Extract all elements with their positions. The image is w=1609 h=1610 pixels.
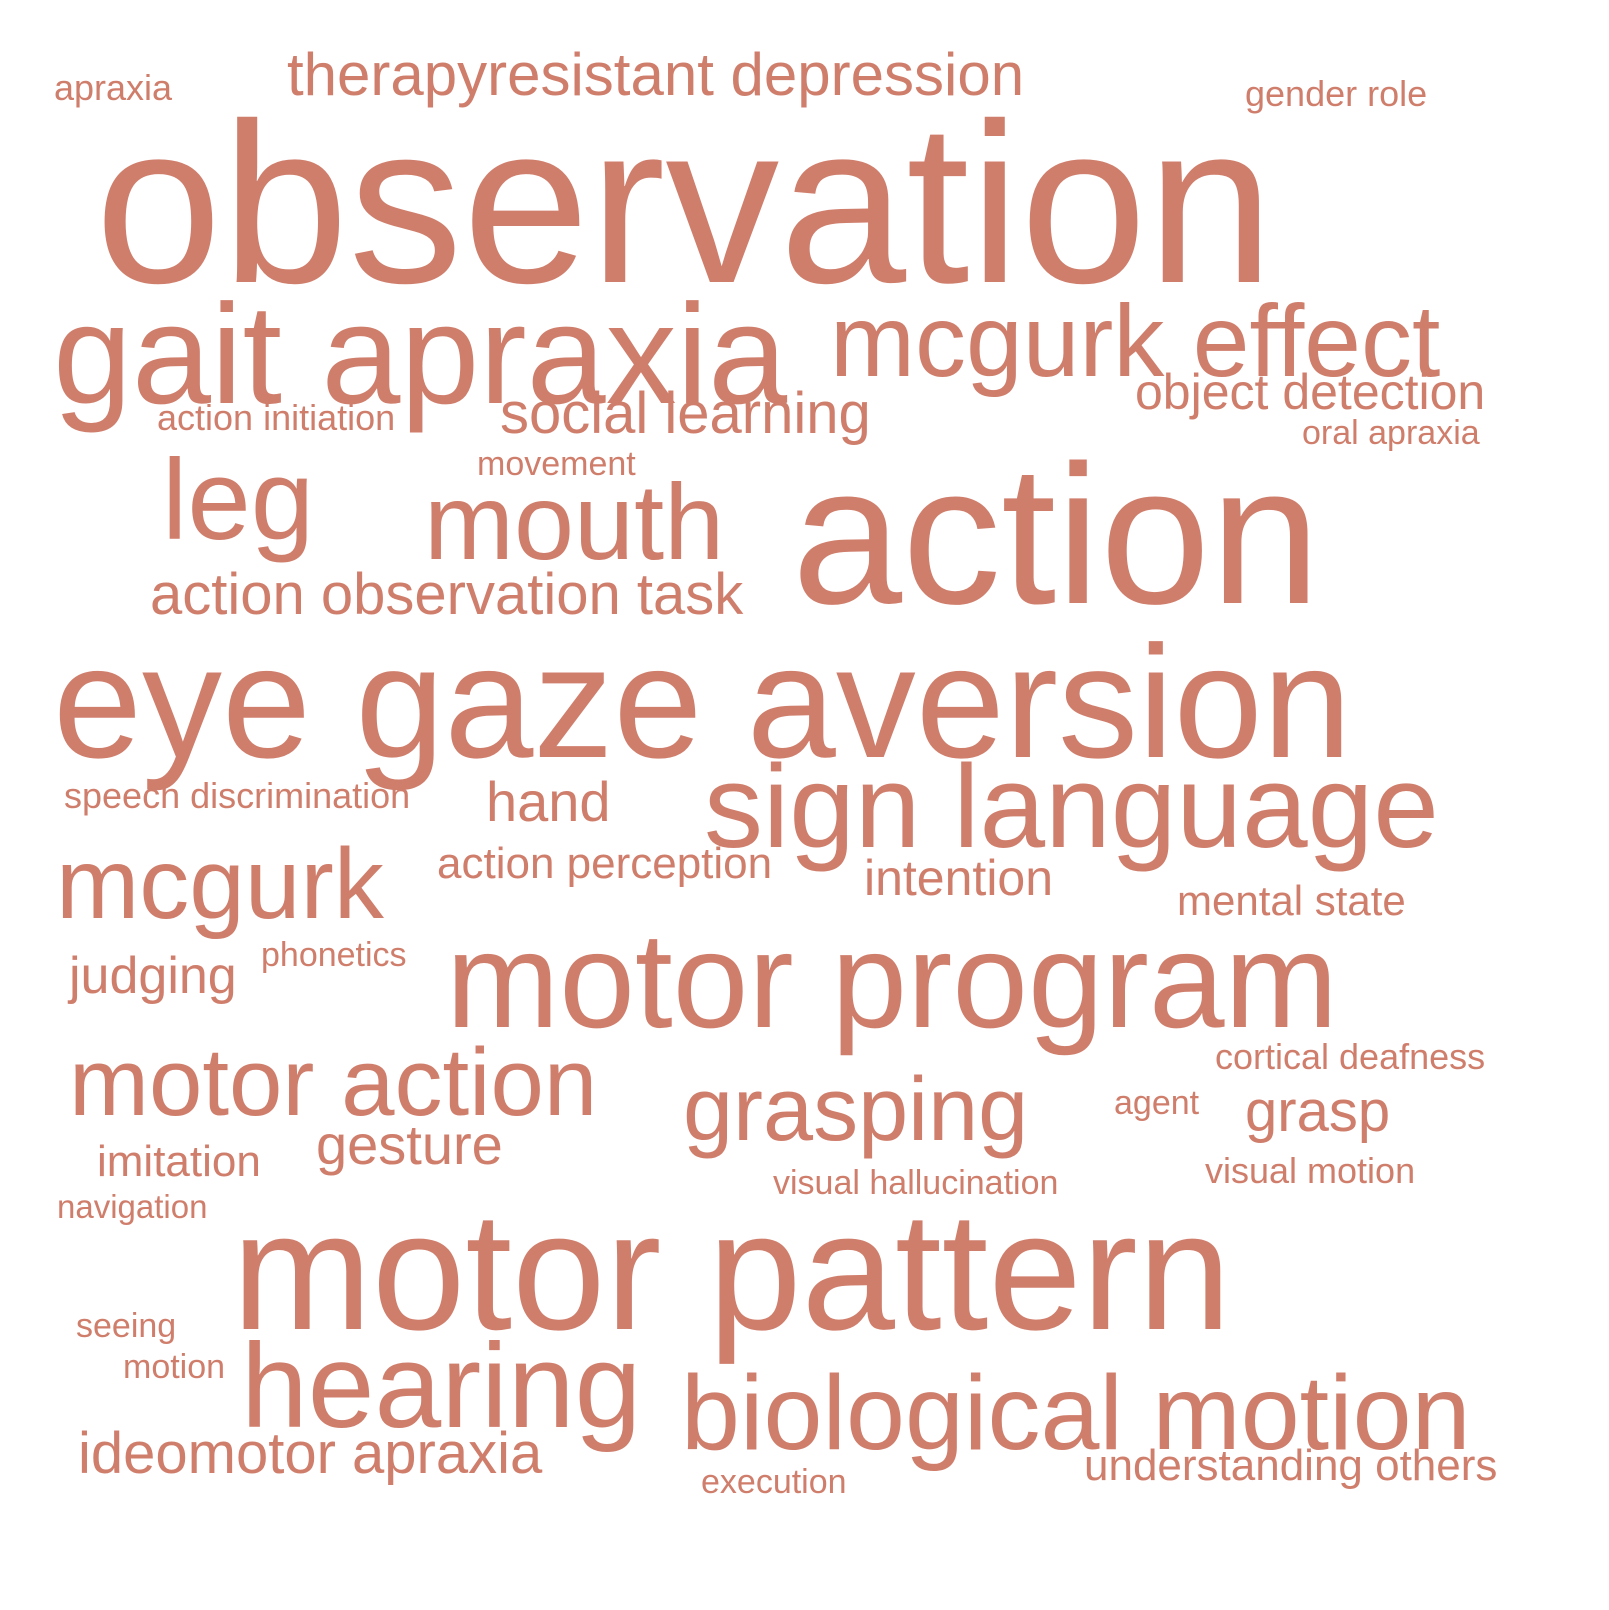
word-object-detection: object detection: [1135, 364, 1486, 420]
word-seeing: seeing: [76, 1307, 177, 1345]
word-motor-program: motor program: [446, 904, 1338, 1056]
word-mcgurk-effect: mcgurk effect: [830, 284, 1441, 398]
word-biological-motion: biological motion: [681, 1354, 1471, 1472]
word-social-learning: social learning: [500, 381, 871, 446]
word-sign-language: sign language: [704, 741, 1439, 873]
word-gesture: gesture: [316, 1113, 503, 1176]
word-leg: leg: [162, 437, 315, 564]
word-phonetics: phonetics: [261, 936, 407, 974]
word-mental-state: mental state: [1177, 877, 1406, 924]
word-motion: motion: [123, 1348, 226, 1386]
word-therapyresistant-depression: therapyresistant depression: [287, 41, 1025, 108]
word-gender-role: gender role: [1245, 73, 1428, 114]
word-eye-gaze-aversion: eye gaze aversion: [53, 612, 1352, 791]
word-understanding-others: understanding others: [1084, 1441, 1498, 1490]
word-observation: observation: [95, 77, 1274, 331]
word-mcgurk: mcgurk: [56, 828, 384, 940]
word-visual-hallucination: visual hallucination: [773, 1164, 1059, 1202]
word-imitation: imitation: [97, 1137, 261, 1186]
word-gait-apraxia: gait apraxia: [53, 275, 788, 434]
word-oral-apraxia: oral apraxia: [1302, 414, 1480, 452]
word-visual-motion: visual motion: [1205, 1150, 1416, 1191]
word-motor-pattern: motor pattern: [232, 1177, 1232, 1365]
word-motor-action: motor action: [69, 1029, 598, 1136]
word-apraxia: apraxia: [54, 67, 173, 108]
word-intention: intention: [864, 850, 1054, 906]
word-action-perception: action perception: [437, 839, 773, 888]
word-action-initiation: action initiation: [157, 397, 396, 438]
word-mouth: mouth: [424, 461, 725, 582]
word-hearing: hearing: [241, 1319, 642, 1453]
word-ideomotor-apraxia: ideomotor apraxia: [78, 1421, 543, 1486]
word-speech-discrimination: speech discrimination: [64, 775, 411, 816]
word-action: action: [792, 424, 1321, 645]
word-action-observation-task: action observation task: [150, 562, 744, 627]
word-grasp: grasp: [1245, 1079, 1391, 1144]
word-navigation: navigation: [57, 1188, 208, 1225]
word-judging: judging: [69, 947, 237, 1005]
word-movement: movement: [477, 445, 636, 483]
word-cortical-deafness: cortical deafness: [1215, 1036, 1486, 1077]
word-grasping: grasping: [683, 1060, 1029, 1160]
word-execution: execution: [701, 1463, 847, 1501]
word-hand: hand: [486, 770, 611, 833]
word-agent: agent: [1114, 1084, 1200, 1122]
